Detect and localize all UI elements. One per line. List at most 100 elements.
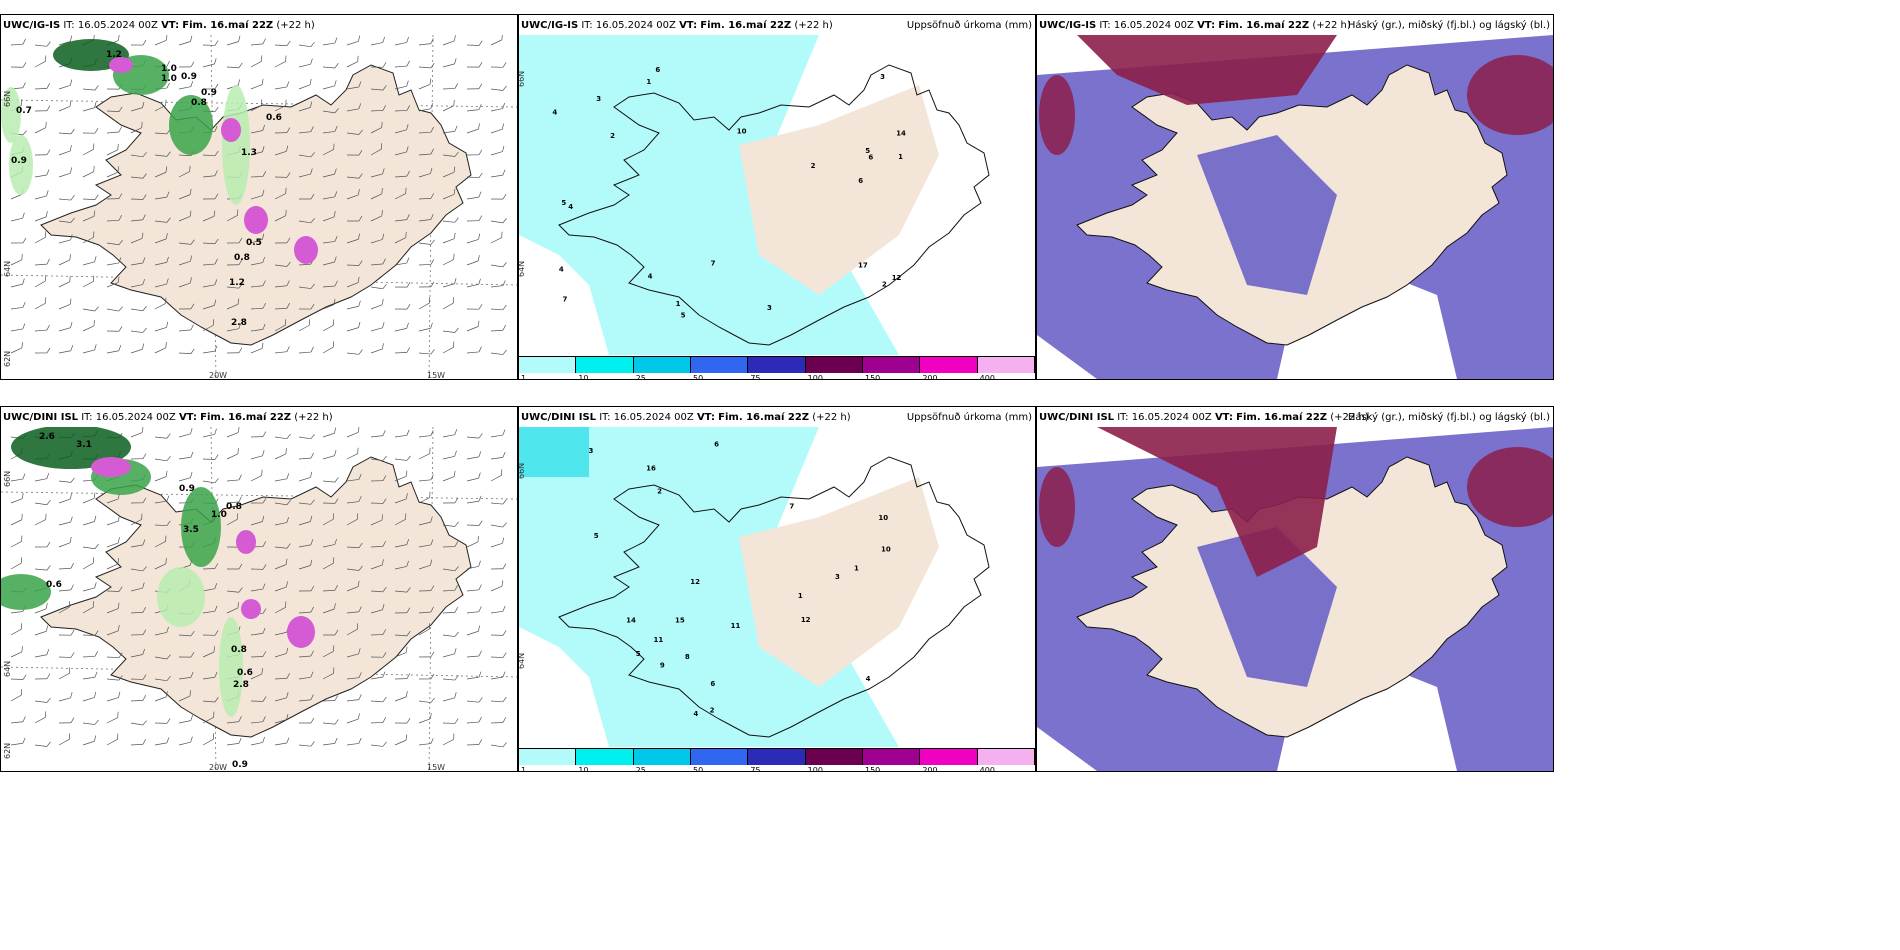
wind-barb — [298, 471, 313, 482]
wind-barb — [130, 629, 147, 636]
wind-barb — [370, 143, 382, 156]
wind-barb — [274, 516, 290, 526]
wind-barb — [34, 347, 51, 354]
precip-value-label: 0.8 — [231, 645, 247, 655]
wind-barb — [226, 474, 242, 482]
wind-barb — [322, 719, 339, 725]
wind-barb — [418, 193, 435, 200]
wind-barb — [418, 539, 434, 548]
panel-header: UWC/DINI ISL IT: 16.05.2024 00Z VT: Fim.… — [3, 412, 333, 423]
wind-barb — [346, 233, 361, 244]
wind-barb — [442, 718, 459, 724]
wind-barb — [346, 149, 363, 156]
wind-barb — [346, 35, 361, 46]
wind-barb — [418, 62, 435, 69]
wind-barb — [250, 233, 265, 244]
wind-barb — [370, 696, 387, 703]
wind-barb — [394, 80, 409, 90]
iceland-land — [40, 456, 472, 738]
wind-barb — [202, 605, 218, 614]
wind-barb — [250, 38, 266, 46]
precip-total-label: 3 — [880, 73, 885, 81]
wind-barb — [466, 625, 481, 636]
wind-barb — [58, 733, 71, 746]
wind-barb — [442, 607, 459, 614]
wind-barb — [466, 255, 480, 266]
wind-barb — [10, 212, 25, 222]
wind-barb — [346, 321, 361, 332]
wind-barb — [322, 256, 337, 266]
wind-barb — [202, 428, 217, 438]
wind-barb — [418, 697, 435, 703]
wind-barb — [226, 323, 242, 332]
precip-total-label: 15 — [675, 616, 685, 624]
high-cloud-area — [1039, 75, 1075, 155]
lat-label: 66N — [3, 90, 12, 107]
wind-barb — [226, 448, 239, 460]
wind-barb — [394, 734, 408, 746]
precip-total-label: 11 — [653, 636, 663, 644]
wind-barb — [106, 276, 120, 288]
precip-value-label: 0.8 — [191, 98, 207, 108]
wind-barb — [226, 563, 243, 570]
wind-barb — [442, 278, 457, 288]
wind-barb — [226, 427, 240, 438]
wind-barb — [130, 453, 147, 460]
wind-barb — [34, 169, 50, 178]
wind-barb — [34, 324, 50, 332]
wind-barb — [58, 321, 73, 332]
precip-field — [519, 427, 589, 477]
wind-barb — [178, 188, 192, 200]
wind-barb — [394, 36, 409, 46]
wind-barb — [202, 210, 216, 222]
panel-header: UWC/IG-IS IT: 16.05.2024 00Z VT: Fim. 16… — [3, 20, 315, 31]
wind-barb — [154, 433, 171, 439]
wind-barb — [466, 739, 483, 746]
wind-barb — [442, 521, 459, 527]
wind-barb — [346, 349, 363, 355]
wind-barb — [226, 347, 243, 354]
colorbar-segment — [862, 357, 921, 373]
wind-barb — [418, 322, 433, 332]
wind-barb — [82, 557, 94, 570]
wind-barb — [58, 195, 75, 201]
wind-barb — [466, 149, 483, 156]
wind-barb — [250, 583, 266, 592]
wind-barb — [442, 217, 459, 223]
precip-total-label: 2 — [710, 707, 715, 715]
precip-value-label: 3.1 — [76, 440, 92, 450]
precip-value-label: 0.6 — [46, 580, 62, 590]
wind-barb — [226, 283, 243, 289]
wind-barb — [58, 254, 71, 266]
precip-total-label: 14 — [626, 616, 636, 624]
colorbar-label: 400 — [979, 766, 995, 772]
wind-barb — [370, 233, 385, 244]
wind-barb — [274, 302, 290, 310]
wind-barb — [346, 189, 360, 200]
precip-value-label: 0.5 — [246, 238, 262, 248]
precip-value-label: 2.8 — [231, 318, 247, 328]
wind-map: 2.63.10.93.50.60.80.60.91.00.82.8 — [1, 427, 517, 771]
wind-barb — [298, 283, 315, 289]
grid-line — [428, 35, 434, 379]
colorbar-segment — [633, 749, 691, 765]
wind-barb — [490, 102, 505, 112]
wind-barb — [226, 716, 242, 724]
wind-barb — [34, 649, 50, 658]
colorbar-segment — [576, 357, 634, 373]
wind-barb — [82, 275, 95, 288]
precip-total-label: 3 — [596, 95, 601, 103]
precip-total-label: 2 — [882, 280, 887, 288]
panel-header: UWC/DINI ISL IT: 16.05.2024 00Z VT: Fim.… — [521, 412, 851, 423]
precip-value-label: 3.5 — [183, 525, 199, 535]
wind-barb — [34, 499, 51, 506]
wind-barb — [130, 278, 146, 288]
wind-barb — [370, 514, 384, 526]
wind-barb — [202, 345, 218, 354]
wind-barb — [154, 675, 171, 682]
wind-barb — [58, 630, 75, 636]
wind-barb — [418, 447, 431, 460]
wind-barb — [10, 301, 26, 310]
wind-barb — [418, 239, 435, 245]
precip-total-label: 5 — [865, 147, 870, 155]
